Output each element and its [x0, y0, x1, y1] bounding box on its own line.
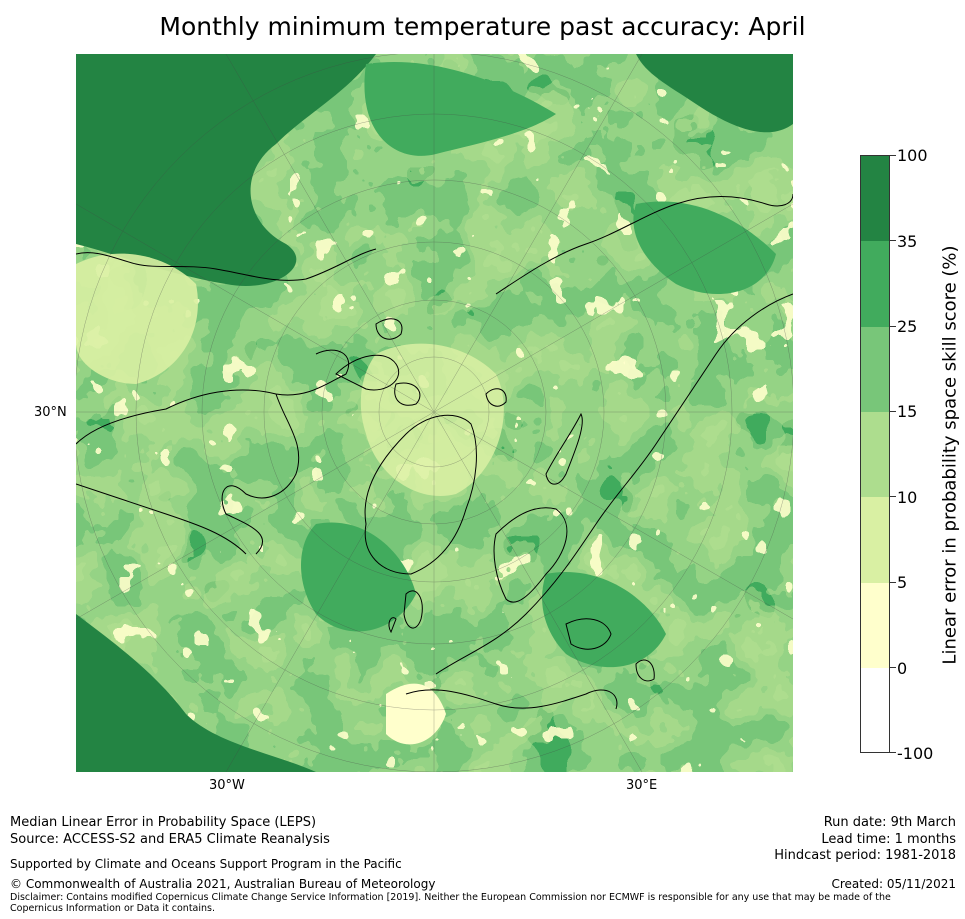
colorbar-label: 15 — [897, 402, 918, 421]
region-atlantic — [301, 522, 416, 632]
colorbar-tick — [890, 582, 896, 583]
colorbar-bin-35-100 — [861, 156, 889, 241]
region-pale-pacific — [76, 253, 198, 384]
graticule-70n — [321, 299, 547, 525]
meridian-150e — [433, 54, 643, 413]
coast-canadian-archipelago — [335, 318, 421, 406]
chart-title: Monthly minimum temperature past accurac… — [159, 12, 806, 41]
region-asia — [633, 201, 776, 294]
colorbar-tick — [890, 667, 896, 668]
graticule-80n — [378, 356, 490, 468]
lat-label-30n: 30°N — [34, 405, 67, 420]
colorbar-label: 25 — [897, 317, 918, 336]
graticule-50n — [201, 179, 667, 645]
footer-created: Created: 05/11/2021 — [831, 877, 956, 891]
coast-siberia — [495, 193, 793, 295]
coast-north-america — [76, 349, 350, 555]
meridian-120e — [433, 203, 793, 413]
coast-svalbard — [485, 388, 507, 407]
colorbar-tick — [890, 155, 896, 156]
graticule-60n — [263, 241, 605, 583]
meridian-60w — [76, 411, 435, 620]
meridian-60e — [433, 411, 793, 620]
region-pale-mediterranean — [386, 683, 446, 745]
coast-novaya-zemlya — [545, 412, 583, 485]
colorbar-bin-15-25 — [861, 327, 889, 412]
region-north-pacific — [76, 54, 376, 286]
colorbar-bin-0-5 — [861, 583, 889, 668]
meridian-30w — [225, 411, 435, 772]
footer-run-date: Run date: 9th March — [823, 815, 956, 830]
colorbar-bin-5-10 — [861, 497, 889, 583]
colorbar-label: 35 — [897, 232, 918, 251]
colorbar-tick — [890, 326, 896, 327]
coast-alaska — [76, 248, 377, 281]
lon-label-30e: 30°E — [626, 778, 658, 793]
colorbar-bin-10-15 — [861, 412, 889, 497]
graticule-40n — [135, 113, 733, 711]
lon-label-30w: 30°W — [209, 778, 245, 793]
coast-greenland — [364, 414, 477, 575]
footer-supported: Supported by Climate and Oceans Support … — [10, 857, 402, 871]
footer-lead-time: Lead time: 1 months — [821, 832, 956, 847]
colorbar-label: 5 — [897, 573, 908, 592]
colorbar-bin-neg100-0 — [861, 668, 889, 752]
footer-source: Source: ACCESS-S2 and ERA5 Climate Reana… — [10, 832, 330, 847]
region-europe-east — [542, 572, 666, 668]
meridian-150w — [225, 54, 435, 413]
colorbar-tick — [890, 752, 896, 753]
region-sw-corner — [76, 614, 316, 772]
map-svg — [76, 54, 793, 772]
meridian-30e — [433, 411, 643, 772]
coast-mediterranean — [405, 689, 618, 710]
colorbar-tick — [890, 496, 896, 497]
colorbar-tick — [890, 411, 896, 412]
graticule — [76, 54, 793, 772]
colorbar-title: Linear error in probability space skill … — [939, 245, 961, 665]
coastlines — [76, 193, 793, 710]
coast-black-caspian — [565, 618, 655, 682]
polar-map — [76, 54, 793, 772]
region-ne-corner — [636, 54, 793, 133]
colorbar-label: 100 — [897, 146, 928, 165]
colorbar-label: 10 — [897, 488, 918, 507]
region-central-pacific — [364, 62, 556, 156]
footer-leps: Median Linear Error in Probability Space… — [10, 815, 317, 830]
region-pale-arctic — [360, 343, 504, 496]
colorbar-bin-25-35 — [861, 241, 889, 327]
coast-uk — [388, 590, 423, 634]
footer-hindcast: Hindcast period: 1981-2018 — [774, 848, 956, 863]
coast-scandinavia — [493, 507, 568, 603]
colorbar-tick — [890, 240, 896, 241]
coast-eurasia — [435, 293, 793, 675]
footer-copyright: © Commonwealth of Australia 2021, Austra… — [10, 877, 436, 891]
colorbar — [860, 155, 890, 753]
colorbar-label: 0 — [897, 659, 908, 678]
footer-disclaimer: Disclaimer: Contains modified Copernicus… — [10, 892, 891, 914]
meridian-120w — [76, 203, 435, 413]
colorbar-label: -100 — [897, 744, 934, 763]
